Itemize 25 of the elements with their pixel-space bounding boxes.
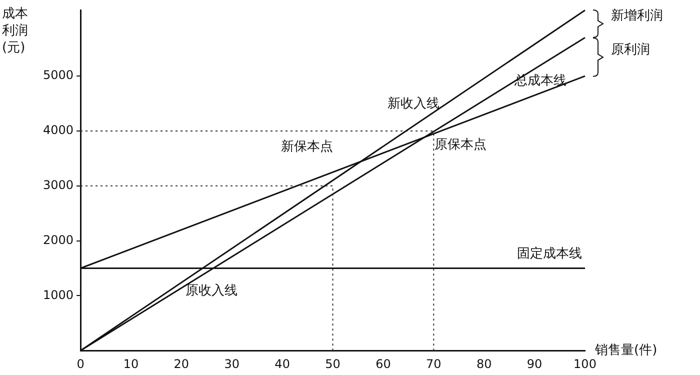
x-tick-label: 30 [224,356,240,371]
x-tick-label: 50 [325,356,340,371]
x-tick-label: 90 [526,356,542,371]
x-tick-label: 0 [76,356,84,371]
annotation: 新保本点 [281,140,334,155]
x-tick-label: 40 [274,356,290,371]
x-tick-label: 10 [123,356,139,371]
series-label: 原收入线 [186,284,238,299]
x-tick-label: 70 [426,356,442,371]
series-label: 固定成本线 [517,246,582,262]
x-tick-label: 60 [376,356,391,371]
text: 新增利润 [611,8,663,24]
series-label: 新收入线 [387,96,440,112]
x-tick-label: 20 [174,356,190,371]
y-tick-label: 2000 [42,232,74,247]
x-axis-title: 销售量(件) [594,342,658,358]
x-tick-label: 80 [476,356,492,371]
y-tick-label: 3000 [42,178,74,192]
x-tick-label: 100 [574,356,596,371]
y-tick-label: 1000 [42,288,74,302]
y-axis-title: 成本利润(元) [2,6,28,56]
y-tick-label: 4000 [42,123,74,138]
text: 原利润 [611,42,650,58]
annotation: 原保本点 [434,137,487,152]
y-tick-label: 5000 [42,68,74,82]
